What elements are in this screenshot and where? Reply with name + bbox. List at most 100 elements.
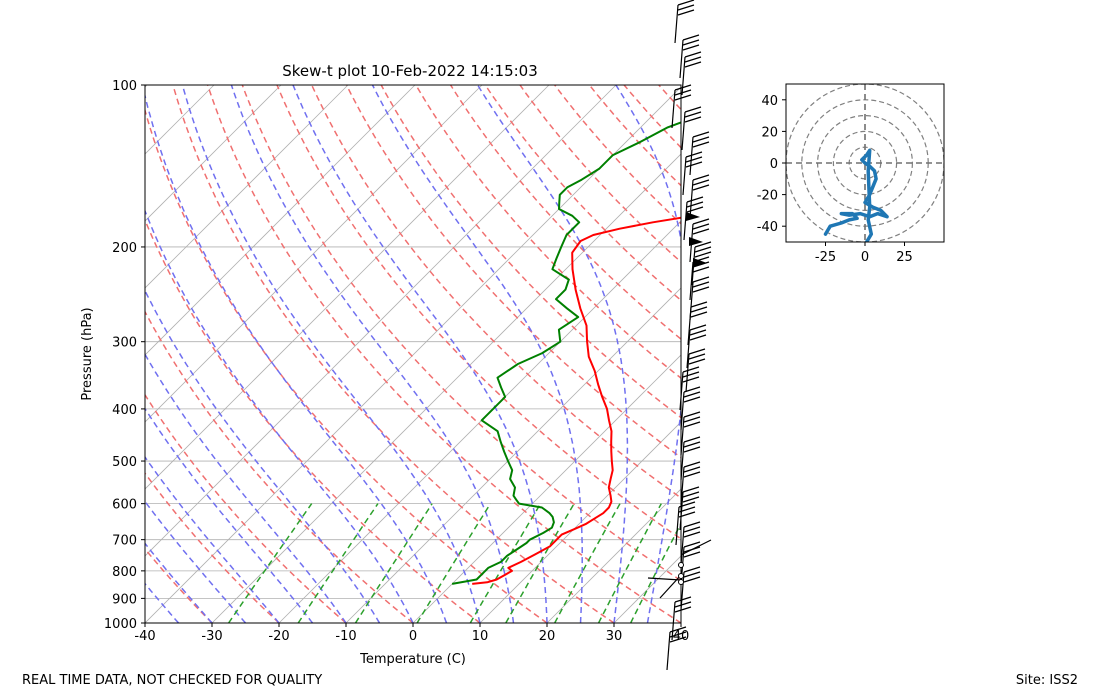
x-axis-label: Temperature (C) <box>359 652 466 667</box>
y-tick-label: 800 <box>112 565 137 580</box>
calm-wind-circle <box>678 579 684 585</box>
dry-adiabat-line <box>145 218 481 623</box>
x-tick-label: 30 <box>606 629 623 644</box>
moist-adiabat-line <box>145 208 414 623</box>
isotherm-line <box>412 354 681 623</box>
moist-adiabat-line <box>371 85 583 623</box>
skewt-axes: -40 -30 -20 -10 0 10 20 30 40 100 200 300 400 500 600 7… <box>104 79 689 644</box>
isotherm-line <box>145 85 483 423</box>
isotherm-line <box>145 85 617 557</box>
isotherm-line <box>145 86 681 623</box>
wind-barb <box>647 577 682 581</box>
hodograph-x-tick-label: -25 <box>815 250 836 265</box>
wind-barb <box>685 348 706 393</box>
dewpoint-profile-line <box>451 121 681 585</box>
moist-adiabat-line <box>230 85 515 623</box>
dry-adiabat-line <box>519 85 681 263</box>
mixing-ratio-line <box>416 503 492 623</box>
x-tick-label: 10 <box>472 629 489 644</box>
wind-barb <box>680 539 712 556</box>
wind-barb-flag <box>693 258 707 267</box>
isotherm-line <box>0 85 80 623</box>
dry-adiabat-line <box>380 85 681 419</box>
hodograph-y-tick-label: -40 <box>757 220 778 235</box>
wind-barb <box>687 301 708 346</box>
wind-barb <box>680 566 701 611</box>
wind-barb <box>674 0 695 44</box>
wind-barb <box>689 174 710 219</box>
isotherm-line <box>145 85 282 222</box>
moist-adiabat-line <box>145 289 381 623</box>
wind-barb <box>681 106 702 151</box>
wind-barb <box>681 51 702 96</box>
dry-adiabat-line <box>623 85 681 149</box>
dry-adiabat-line <box>658 85 681 111</box>
dry-adiabat-line <box>588 85 681 187</box>
wind-barb <box>675 501 696 546</box>
x-tick-label: -20 <box>268 629 289 644</box>
moist-adiabat-line <box>145 455 280 623</box>
mixing-ratio-line <box>297 503 379 623</box>
mixing-ratio-line <box>597 503 662 623</box>
wind-barb <box>679 366 700 411</box>
wind-barb <box>680 521 701 566</box>
y-tick-label: 1000 <box>104 617 137 632</box>
skewt-background-lines <box>0 85 681 623</box>
moist-adiabat-line <box>181 85 481 623</box>
quality-disclaimer: REAL TIME DATA, NOT CHECKED FOR QUALITY <box>22 673 323 688</box>
dry-adiabat-line <box>345 85 681 459</box>
dry-adiabat-line <box>311 85 681 499</box>
dry-adiabat-line <box>449 85 681 341</box>
y-tick-label: 200 <box>112 241 137 256</box>
wind-barbs <box>647 0 712 671</box>
isotherm-line <box>479 421 681 623</box>
mixing-ratio-line <box>554 503 621 623</box>
hodograph-wind-trace <box>823 148 889 242</box>
dry-adiabat-line <box>415 85 681 380</box>
isotherm-line <box>546 488 681 623</box>
wind-barb <box>659 574 682 599</box>
moist-adiabat-line <box>615 85 681 623</box>
wind-barb <box>686 324 707 369</box>
y-tick-label: 100 <box>112 79 137 94</box>
wind-barb <box>691 241 712 286</box>
dry-adiabat-line <box>554 85 681 225</box>
dry-adiabat-line <box>241 85 681 582</box>
isotherm-line <box>145 85 349 289</box>
dry-adiabat-line <box>145 472 280 623</box>
moist-adiabat-line <box>145 92 448 623</box>
moist-adiabat-line <box>680 619 681 623</box>
wind-barb <box>666 626 687 671</box>
mixing-ratio-line <box>354 503 433 623</box>
calm-wind-circle <box>678 573 684 579</box>
mixing-ratio-line <box>227 503 313 623</box>
isotherm-line <box>0 85 13 623</box>
wind-barb <box>679 34 700 79</box>
dry-adiabat-line <box>484 85 681 302</box>
wind-barb <box>683 196 704 241</box>
isotherm-line <box>145 85 215 155</box>
temperature-profile-line <box>472 216 681 585</box>
hodograph-y-tick-label: -20 <box>757 189 778 204</box>
isotherm-line <box>613 555 681 623</box>
isotherm-line <box>680 622 681 623</box>
moist-adiabat-line <box>292 85 548 623</box>
isotherm-line <box>211 153 681 623</box>
calm-wind-circle <box>678 562 684 568</box>
x-tick-label: 0 <box>409 629 417 644</box>
x-tick-label: 20 <box>539 629 556 644</box>
wind-barb <box>680 411 701 456</box>
hodograph-x-tick-label: 25 <box>896 250 913 265</box>
hodograph-y-tick-label: 20 <box>761 125 778 140</box>
hodograph-trace <box>823 148 889 242</box>
moist-adiabat-line <box>145 407 314 623</box>
moist-adiabat-line <box>145 500 247 623</box>
wind-barb <box>680 386 701 431</box>
site-label: Site: ISS2 <box>1015 673 1078 688</box>
wind-barb <box>680 436 701 481</box>
y-tick-label: 700 <box>112 534 137 549</box>
wind-barb-flag <box>686 212 700 221</box>
wind-barb <box>680 461 701 506</box>
y-tick-label: 300 <box>112 336 137 351</box>
